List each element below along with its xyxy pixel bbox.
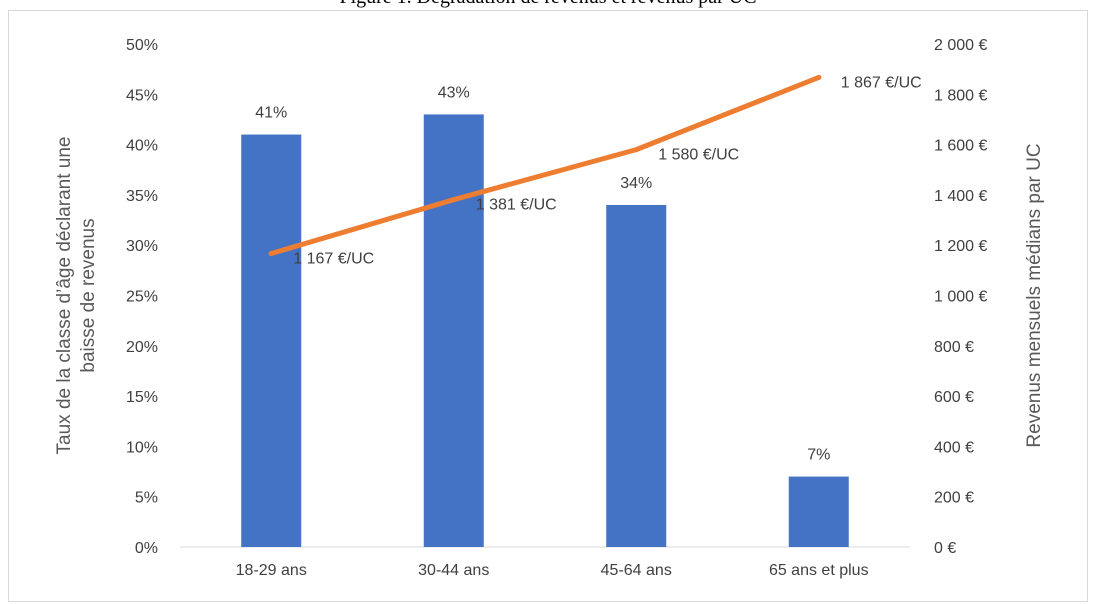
right-tick-label: 800 € [934, 339, 974, 356]
bar-data-label: 41% [255, 105, 287, 122]
line-point [633, 147, 639, 153]
left-tick-label: 25% [126, 289, 158, 306]
line-data-label: 1 167 €/UC [293, 250, 374, 267]
left-tick-label: 35% [126, 188, 158, 205]
right-axis-title: Revenus mensuels médians par UC [1024, 143, 1045, 447]
left-tick-label: 50% [126, 37, 158, 54]
category-labels: 18-29 ans 30-44 ans 45-64 ans 65 ans et plu… [236, 562, 869, 579]
bar-data-labels: 41% 43% 34% 7% [255, 84, 830, 463]
category-label: 30-44 ans [418, 562, 489, 579]
left-axis-ticks: 0% 5% 10% 15% 20% 25% 30% 35% 40% 45% 50% [126, 37, 158, 557]
left-tick-label: 45% [126, 87, 158, 104]
left-tick-label: 20% [126, 339, 158, 356]
category-label: 45-64 ans [601, 562, 672, 579]
bar-data-label: 7% [807, 447, 830, 464]
line-point [816, 74, 822, 80]
line-data-label: 1 580 €/UC [658, 147, 739, 164]
left-tick-label: 40% [126, 138, 158, 155]
right-tick-label: 600 € [934, 389, 974, 406]
right-tick-label: 1 600 € [934, 138, 987, 155]
right-tick-label: 1 400 € [934, 188, 987, 205]
right-tick-label: 1 800 € [934, 87, 987, 104]
left-tick-label: 15% [126, 389, 158, 406]
bar [423, 114, 484, 548]
line-data-labels: 1 167 €/UC 1 381 €/UC 1 580 €/UC 1 867 €/UC [268, 74, 922, 267]
bar [788, 476, 849, 547]
left-tick-label: 0% [135, 540, 158, 557]
line-series [268, 74, 822, 256]
right-tick-label: 1 000 € [934, 289, 987, 306]
left-tick-label: 30% [126, 238, 158, 255]
line-data-label: 1 381 €/UC [476, 197, 557, 214]
right-tick-label: 0 € [934, 540, 956, 557]
chart-title: Figure 1. Dégradation de revenus et reve… [0, 0, 1096, 9]
right-axis-ticks: 0 € 200 € 400 € 600 € 800 € 1 000 € 1 200 € 1 4… [934, 37, 987, 557]
line-point [268, 250, 274, 256]
bar-series [241, 114, 849, 548]
bar [241, 134, 302, 548]
bar-data-label: 43% [438, 84, 470, 101]
right-tick-label: 400 € [934, 439, 974, 456]
line-data-label: 1 867 €/UC [841, 74, 922, 91]
left-axis-title: Taux de la classe d’âge déclarant une bai… [54, 137, 99, 455]
line-point [451, 197, 457, 203]
category-label: 18-29 ans [236, 562, 307, 579]
bar [606, 204, 667, 547]
left-tick-label: 5% [135, 490, 158, 507]
right-tick-label: 1 200 € [934, 238, 987, 255]
chart-frame [8, 10, 1088, 602]
bar-data-label: 34% [620, 175, 652, 192]
right-tick-label: 2 000 € [934, 37, 987, 54]
left-tick-label: 10% [126, 439, 158, 456]
category-label: 65 ans et plus [769, 562, 869, 579]
right-tick-label: 200 € [934, 490, 974, 507]
